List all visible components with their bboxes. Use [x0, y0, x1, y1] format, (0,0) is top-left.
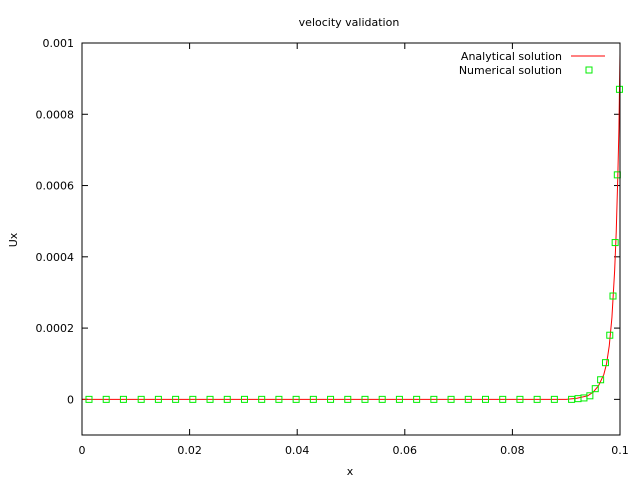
x-axis-label: x [347, 465, 354, 478]
legend-marker-swatch [585, 66, 593, 74]
x-tick-label: 0.08 [500, 444, 525, 457]
series-layer [82, 53, 623, 403]
numerical-solution-point [499, 395, 507, 403]
numerical-solution-point [309, 395, 317, 403]
numerical-solution-point [464, 395, 472, 403]
numerical-solution-point [258, 395, 266, 403]
legend-label: Analytical solution [461, 50, 562, 63]
y-tick-label: 0.0004 [36, 251, 75, 264]
numerical-solution-point [609, 292, 617, 300]
y-tick-label: 0 [67, 393, 74, 406]
numerical-solution-point [154, 395, 162, 403]
numerical-solution-point [275, 395, 283, 403]
numerical-solution-point [361, 395, 369, 403]
numerical-solution-point [447, 395, 455, 403]
numerical-solution-point [591, 385, 599, 393]
numerical-solution-point [550, 395, 558, 403]
chart-title: velocity validation [299, 16, 400, 29]
numerical-solution-point [327, 395, 335, 403]
numerical-solution-point [395, 395, 403, 403]
numerical-solution-point [223, 395, 231, 403]
numerical-solution-point [606, 331, 614, 339]
plot-frame [81, 42, 621, 436]
numerical-solution-point [85, 395, 93, 403]
numerical-solution-point [292, 395, 300, 403]
legend-label: Numerical solution [459, 64, 562, 77]
numerical-solution-point [344, 395, 352, 403]
y-tick-label: 0.0008 [36, 108, 75, 121]
numerical-solution-point [172, 395, 180, 403]
numerical-solution-point [137, 395, 145, 403]
numerical-solution-point [597, 376, 605, 384]
numerical-solution-point [430, 395, 438, 403]
numerical-solution-point [413, 395, 421, 403]
y-axis-label: Ux [7, 232, 20, 247]
numerical-solution-point [586, 392, 594, 400]
x-tick-label: 0 [79, 444, 86, 457]
ticks-layer: 0 0.02 0.04 0.06 0.08 0.1 0 0.0002 0.0004 0.0006 0… [36, 37, 629, 457]
numerical-solution-point [611, 239, 619, 247]
numerical-solution-point [206, 395, 214, 403]
numerical-solution-point [601, 359, 609, 367]
numerical-solution-point [189, 395, 197, 403]
numerical-solution-point [240, 395, 248, 403]
analytical-solution-line [82, 53, 621, 400]
numerical-solution-point [102, 395, 110, 403]
numerical-solution-point [516, 395, 524, 403]
x-tick-label: 0.1 [611, 444, 629, 457]
y-tick-label: 0.0006 [36, 180, 75, 193]
x-tick-label: 0.02 [177, 444, 202, 457]
y-tick-label: 0.0002 [36, 322, 75, 335]
numerical-solution-point [482, 395, 489, 403]
x-tick-label: 0.04 [285, 444, 310, 457]
numerical-solution-point [533, 395, 541, 403]
numerical-solution-point [119, 395, 127, 403]
y-tick-label: 0.001 [43, 37, 75, 50]
numerical-solution-point [378, 395, 386, 403]
x-tick-label: 0.06 [393, 444, 418, 457]
numerical-solution-point [615, 85, 623, 93]
